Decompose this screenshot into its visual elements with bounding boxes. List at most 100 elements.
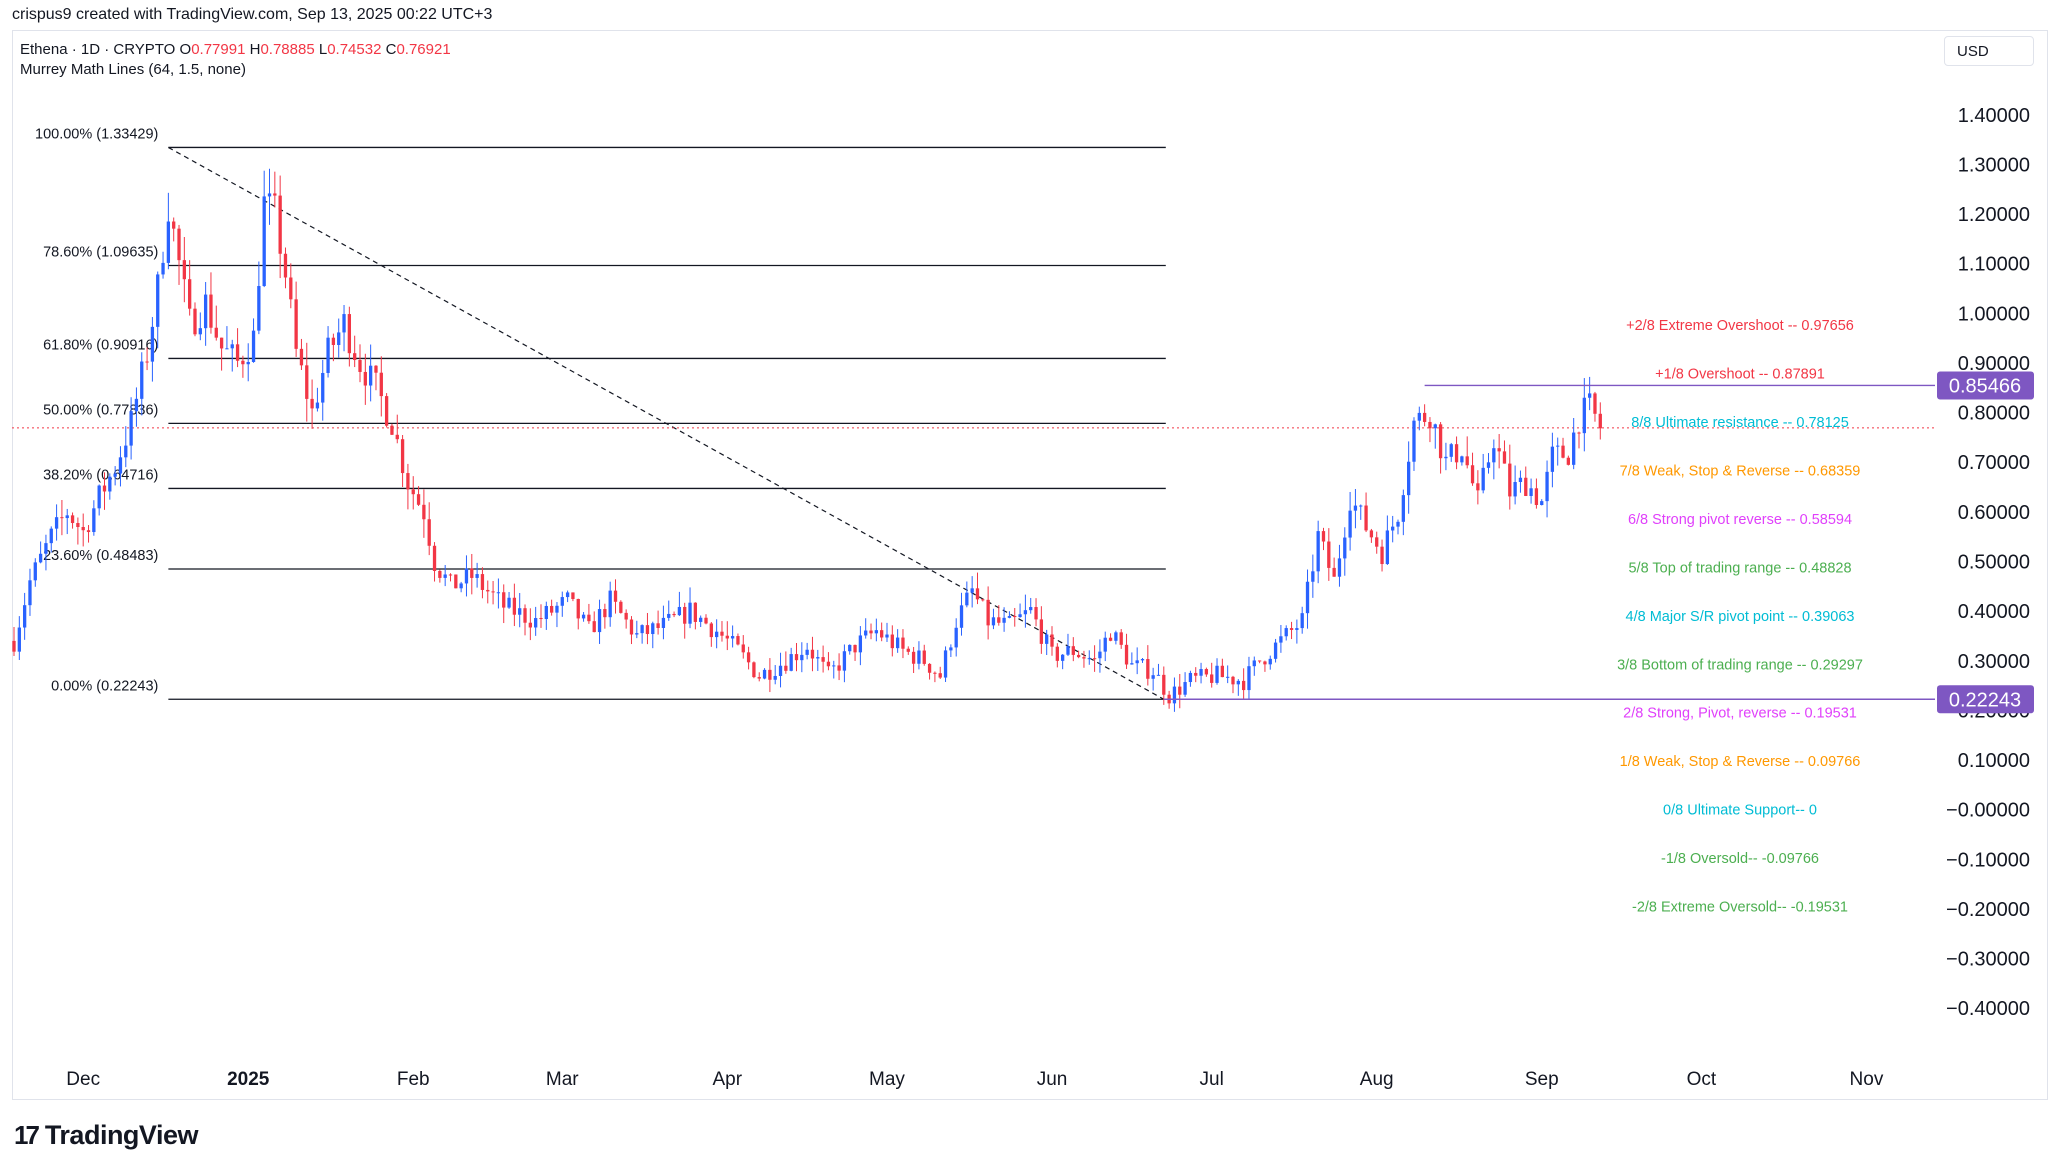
candle xyxy=(927,663,932,680)
candle-body xyxy=(1401,495,1405,522)
candle xyxy=(832,660,836,679)
candle xyxy=(1108,633,1113,642)
candle-body xyxy=(640,625,644,634)
murrey-line-label: 4/8 Major S/R pivot point -- 0.39063 xyxy=(1626,609,1855,625)
candle xyxy=(528,608,532,641)
candle-body xyxy=(1220,665,1224,678)
level-price-badge-label: 0.22243 xyxy=(1949,689,2021,711)
x-tick-label: Dec xyxy=(66,1069,100,1090)
candle-body xyxy=(1210,674,1214,683)
candle-body xyxy=(773,675,777,680)
candle-body xyxy=(576,598,580,619)
candle xyxy=(337,318,341,358)
indicator-legend[interactable]: Murrey Math Lines (64, 1.5, none) xyxy=(20,61,246,78)
currency-selector[interactable]: USD xyxy=(1944,36,2034,66)
candle-body xyxy=(241,360,245,365)
candle-body xyxy=(475,574,479,578)
candle xyxy=(283,247,288,289)
candle-body xyxy=(427,519,431,546)
murrey-line-label: +1/8 Overshoot -- 0.87891 xyxy=(1655,366,1825,382)
candle-body xyxy=(1311,571,1315,582)
candle-body xyxy=(1188,672,1193,683)
candle xyxy=(395,414,399,444)
candle xyxy=(640,624,644,644)
candle xyxy=(12,627,16,657)
candle-body xyxy=(1007,616,1012,618)
y-tick-label: 0.50000 xyxy=(1958,552,2030,574)
candle-body xyxy=(874,630,878,634)
candle xyxy=(502,584,506,624)
candle xyxy=(997,605,1001,626)
candle-body xyxy=(1130,663,1134,665)
candle xyxy=(1119,629,1123,649)
candle-body xyxy=(1151,675,1155,679)
x-tick-label: 2025 xyxy=(227,1069,270,1090)
candle xyxy=(1226,665,1230,684)
candle xyxy=(246,343,250,382)
candle-body xyxy=(1327,541,1331,568)
candle xyxy=(965,581,969,608)
candle-body xyxy=(347,314,352,354)
candle-body xyxy=(1332,567,1336,577)
candle-body xyxy=(885,634,889,638)
candle xyxy=(1241,668,1246,700)
candle xyxy=(454,574,458,589)
candle-body xyxy=(1375,537,1379,547)
candle-body xyxy=(129,411,133,446)
candle xyxy=(1465,436,1469,469)
candle-body xyxy=(358,360,362,372)
candle xyxy=(1061,654,1065,670)
candle-body xyxy=(198,328,202,335)
candle xyxy=(1231,675,1235,694)
candle xyxy=(1178,673,1182,709)
candle xyxy=(1199,662,1203,684)
candle xyxy=(145,347,149,371)
candle-body xyxy=(901,637,905,649)
candle-body xyxy=(182,260,186,280)
candle-body xyxy=(230,344,234,349)
candle xyxy=(230,339,234,372)
candle-body xyxy=(454,574,458,589)
candle-body xyxy=(938,673,942,678)
x-tick-label: May xyxy=(869,1069,905,1090)
candle xyxy=(1460,455,1464,466)
candle-body xyxy=(342,314,346,333)
candle-body xyxy=(725,635,729,639)
candle xyxy=(310,379,314,429)
candle-body xyxy=(549,605,554,613)
candle xyxy=(251,318,256,363)
candle xyxy=(1508,444,1512,510)
candle xyxy=(172,217,176,242)
candle xyxy=(305,342,309,422)
candle xyxy=(92,500,96,536)
candle-body xyxy=(1273,642,1278,659)
candle xyxy=(496,578,501,609)
candle-body xyxy=(949,647,953,651)
symbol-name[interactable]: Ethena · 1D · CRYPTO xyxy=(20,41,176,58)
candle xyxy=(1396,519,1400,535)
candle xyxy=(1130,652,1134,665)
candle xyxy=(102,472,107,510)
candle xyxy=(672,611,676,618)
candle xyxy=(448,573,453,582)
candle xyxy=(581,611,586,622)
y-tick-label: −0.40000 xyxy=(1946,998,2030,1020)
candle-body xyxy=(709,623,713,638)
candle-body xyxy=(28,580,32,606)
fib-level-label: 23.60% (0.48483) xyxy=(43,548,158,564)
candle xyxy=(1103,631,1107,662)
x-tick-label: Aug xyxy=(1360,1069,1394,1090)
candle-body xyxy=(1092,658,1097,660)
candle-body xyxy=(1289,628,1294,630)
candle-body xyxy=(715,631,719,638)
candle-body xyxy=(150,326,155,362)
candle-body xyxy=(299,348,304,366)
candle-body xyxy=(1364,505,1368,531)
x-tick-label: Feb xyxy=(397,1069,430,1090)
candle-body xyxy=(565,592,570,598)
candle-body xyxy=(858,635,863,653)
candle xyxy=(943,646,948,682)
candle-body xyxy=(539,618,543,620)
candle xyxy=(166,192,171,270)
